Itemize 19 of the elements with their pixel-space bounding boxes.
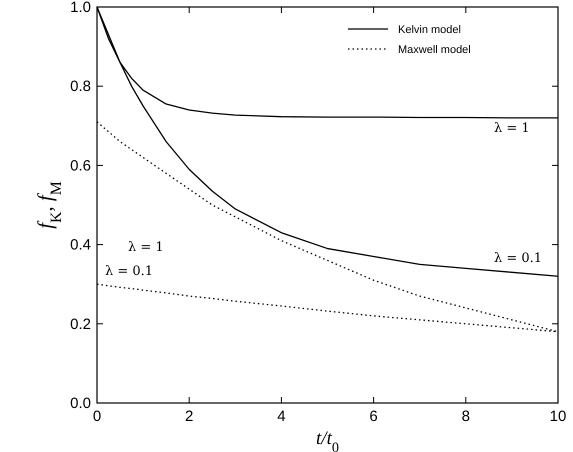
annotation: λ = 1 bbox=[494, 121, 530, 136]
legend-label: Kelvin model bbox=[398, 24, 461, 36]
y-tick-label: 0.0 bbox=[70, 395, 91, 412]
y-tick-label: 0.4 bbox=[70, 236, 91, 254]
y-tick-label: 0.2 bbox=[70, 316, 91, 333]
x-tick-label: 4 bbox=[277, 408, 286, 425]
annotation: λ = 0.1 bbox=[105, 264, 154, 279]
x-tick-label: 8 bbox=[462, 408, 470, 425]
y-tick-label: 1.0 bbox=[70, 0, 91, 16]
annotation: λ = 1 bbox=[128, 240, 164, 255]
annotation: λ = 0.1 bbox=[494, 251, 542, 266]
x-tick-label: 2 bbox=[185, 408, 194, 425]
x-tick-label: 10 bbox=[550, 408, 566, 425]
x-tick-label: 0 bbox=[92, 408, 102, 425]
x-tick-label: 6 bbox=[369, 408, 378, 425]
y-tick-label: 0.8 bbox=[70, 78, 91, 96]
x-axis-title: t/t$_{0}$ bbox=[316, 428, 339, 452]
y-tick-label: 0.6 bbox=[70, 157, 91, 174]
legend-label: Maxwell model bbox=[398, 44, 471, 56]
